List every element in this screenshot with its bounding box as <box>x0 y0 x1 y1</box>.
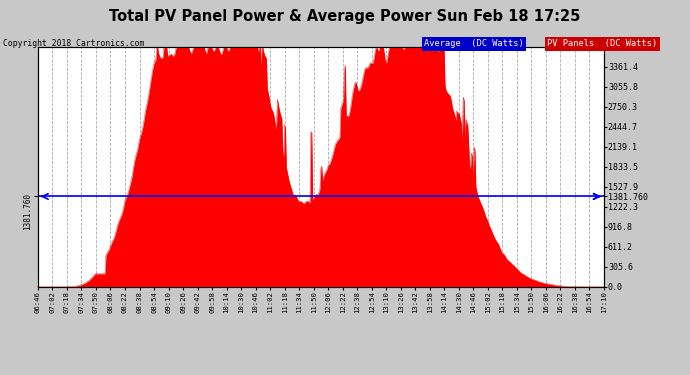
Text: Total PV Panel Power & Average Power Sun Feb 18 17:25: Total PV Panel Power & Average Power Sun… <box>109 9 581 24</box>
Text: Average  (DC Watts): Average (DC Watts) <box>424 39 524 48</box>
Text: PV Panels  (DC Watts): PV Panels (DC Watts) <box>547 39 658 48</box>
Text: Copyright 2018 Cartronics.com: Copyright 2018 Cartronics.com <box>3 39 145 48</box>
